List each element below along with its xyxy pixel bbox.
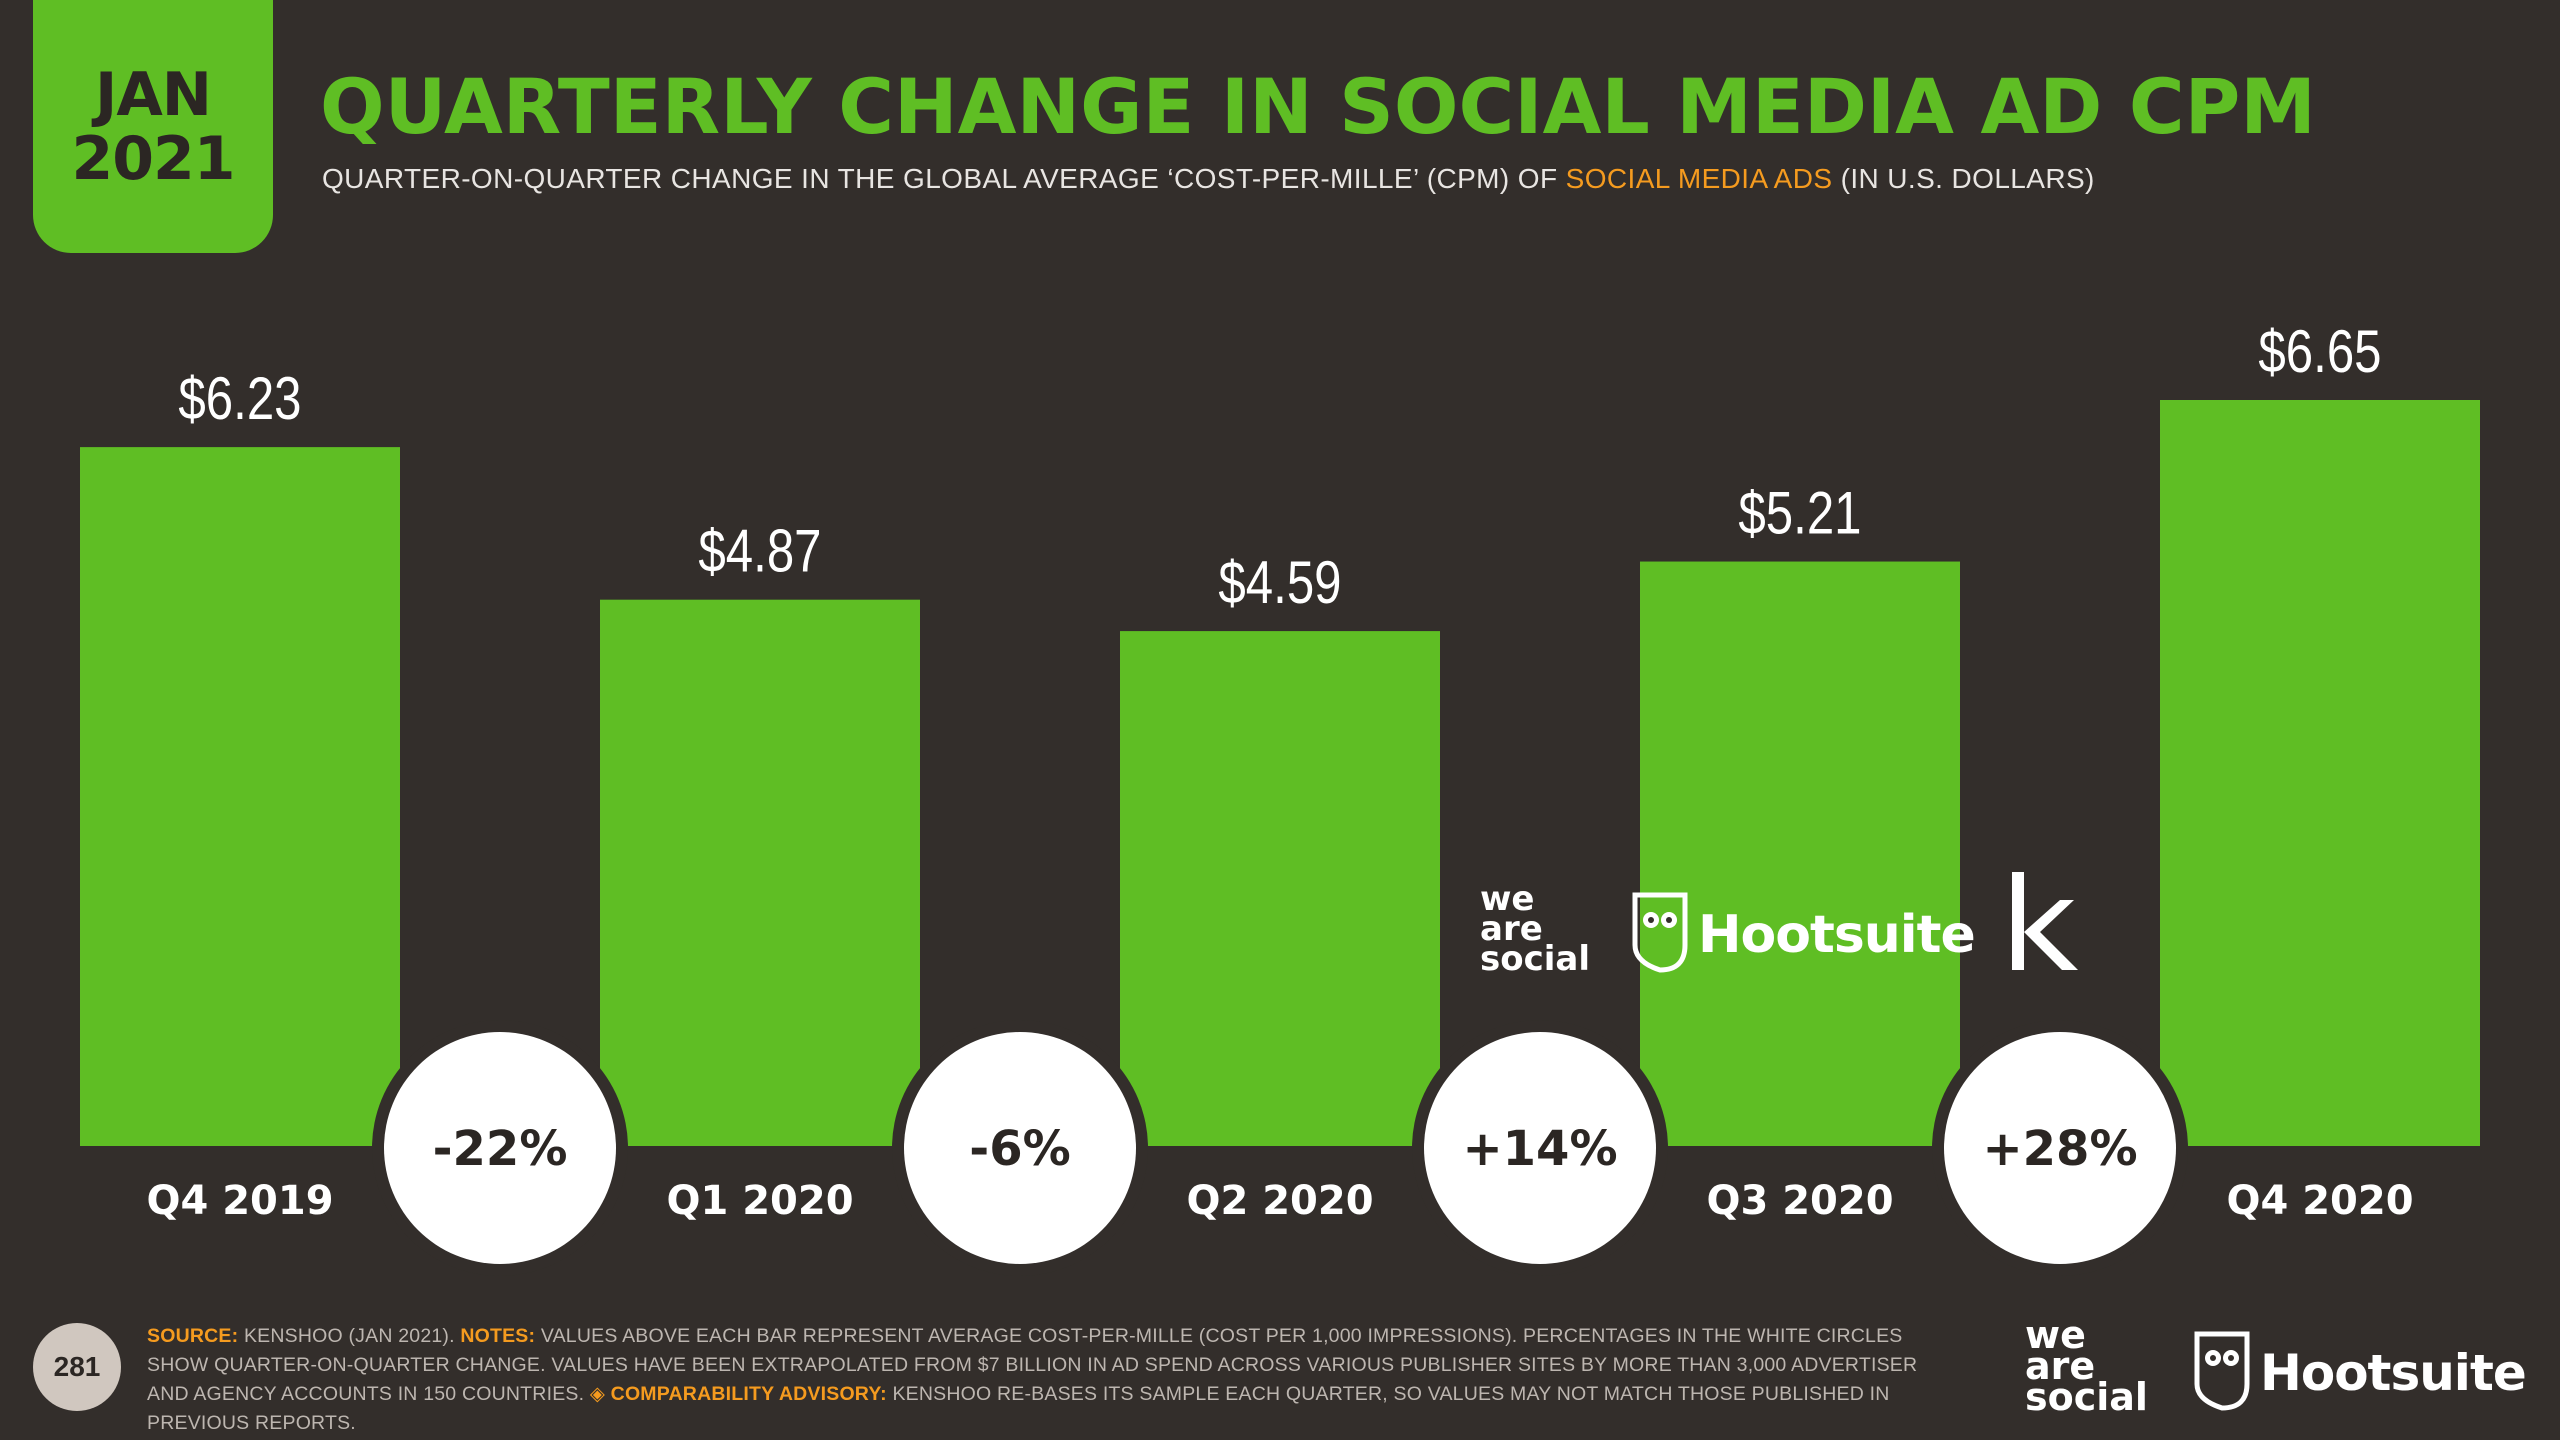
change-label-1: -22%: [433, 1121, 568, 1177]
category-label-3: Q2 2020: [1186, 1178, 1373, 1224]
footer-was-are: are: [2025, 1344, 2095, 1388]
subtitle-tail: (IN U.S. DOLLARS): [1832, 163, 2095, 194]
logo-was-social: social: [1480, 939, 1590, 979]
footer-logos: we are social Hootsuite: [2025, 1313, 2527, 1412]
footer-hootsuite-wordmark: Hootsuite: [2260, 1344, 2526, 1402]
change-circle-4: [1944, 1032, 2176, 1264]
page-subtitle: QUARTER-ON-QUARTER CHANGE IN THE GLOBAL …: [322, 163, 2095, 195]
badge-month: JAN: [95, 59, 212, 130]
hootsuite-logo-footer: Hootsuite: [2194, 1331, 2527, 1411]
bar-2: [600, 599, 920, 1146]
hootsuite-logo: Hootsuite: [1632, 892, 1976, 973]
change-label-2: -6%: [969, 1121, 1070, 1177]
advisory-text: KENSHOO RE-BASES ITS SAMPLE EACH QUARTER…: [147, 1383, 1890, 1434]
footer-was-social: social: [2025, 1375, 2148, 1412]
subtitle-text: QUARTER-ON-QUARTER CHANGE IN THE GLOBAL …: [322, 163, 1566, 194]
bar-5: [2160, 400, 2480, 1146]
advisory-label: ◈ COMPARABILITY ADVISORY:: [589, 1383, 887, 1405]
we-are-social-logo-footer: we are social: [2025, 1313, 2148, 1412]
value-label-3: $4.59: [1218, 548, 1341, 616]
date-badge: JAN 2021: [33, 0, 273, 253]
source-text: KENSHOO (JAN 2021).: [238, 1325, 461, 1347]
category-label-2: Q1 2020: [666, 1178, 853, 1224]
value-label-1: $6.23: [178, 364, 301, 432]
owl-icon: [1632, 892, 1688, 973]
page-title: QUARTERLY CHANGE IN SOCIAL MEDIA AD CPM: [320, 62, 2316, 151]
value-label-4: $5.21: [1738, 479, 1861, 547]
notes-label: NOTES:: [460, 1325, 536, 1347]
logo-was-we: we: [1480, 879, 1534, 919]
category-label-4: Q3 2020: [1706, 1178, 1893, 1224]
footer-notes: SOURCE: KENSHOO (JAN 2021). NOTES: VALUE…: [147, 1322, 1947, 1438]
owl-icon-footer: [2194, 1331, 2250, 1411]
change-label-4: +28%: [1982, 1121, 2137, 1177]
source-label: SOURCE:: [147, 1325, 239, 1347]
logo-was-are: are: [1480, 909, 1543, 949]
bar-4: [1640, 561, 1960, 1146]
change-circle-3: [1424, 1032, 1656, 1264]
category-label-5: Q4 2020: [2226, 1178, 2413, 1224]
notes-text: VALUES ABOVE EACH BAR REPRESENT AVERAGE …: [147, 1325, 1918, 1405]
footer-was-we: we: [2025, 1313, 2086, 1357]
bar-1: [80, 447, 400, 1146]
change-label-3: +14%: [1462, 1121, 1617, 1177]
we-are-social-logo: we are social: [1480, 879, 1590, 979]
hootsuite-wordmark: Hootsuite: [1698, 905, 1975, 965]
kenshoo-logo: [2012, 872, 2078, 970]
partner-logos: we are social Hootsuite: [1480, 872, 2078, 979]
change-circle-1: [384, 1032, 616, 1264]
value-label-2: $4.87: [698, 517, 821, 585]
subtitle-highlight: SOCIAL MEDIA ADS: [1565, 163, 1833, 194]
page-number: 281: [33, 1323, 121, 1411]
badge-year: 2021: [71, 123, 236, 194]
kenshoo-k-icon: [2024, 900, 2078, 970]
value-label-5: $6.65: [2258, 317, 2381, 385]
bar-3: [1120, 631, 1440, 1146]
change-circle-2: [904, 1032, 1136, 1264]
category-label-1: Q4 2019: [146, 1178, 333, 1224]
